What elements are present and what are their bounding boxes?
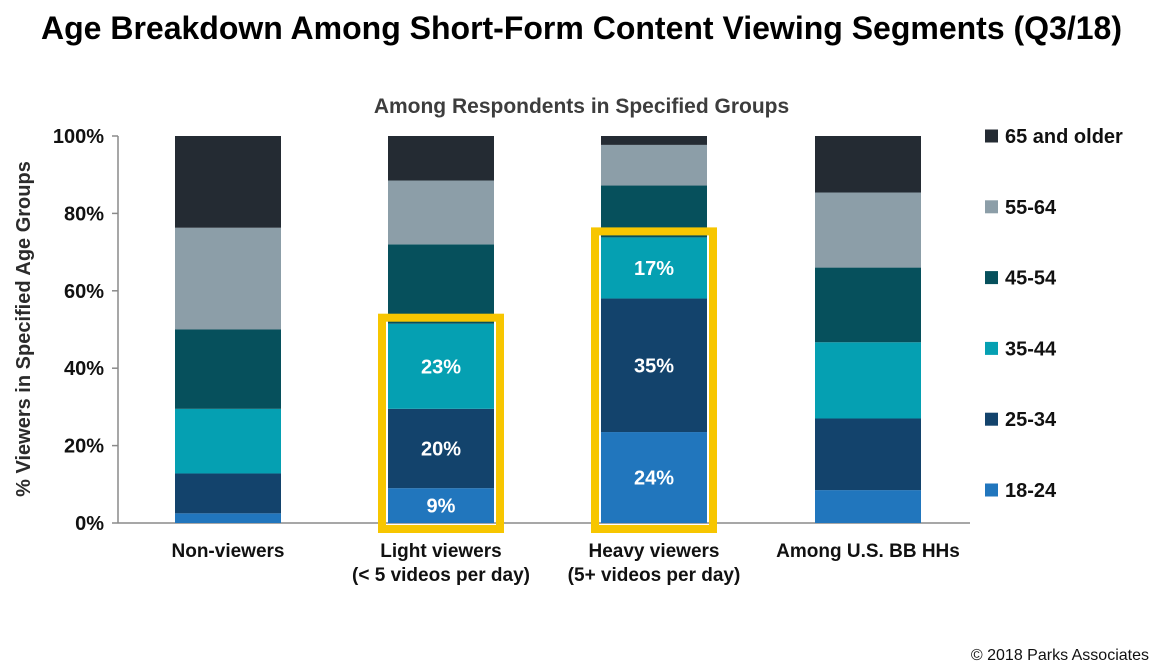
y-tick-label: 0% <box>75 513 104 535</box>
bar-segment <box>175 513 281 523</box>
bar-segment <box>388 488 494 523</box>
bar-segment <box>175 408 281 474</box>
category-label: (5+ videos per day) <box>568 565 741 586</box>
y-axis-label: % Viewers in Specified Age Groups <box>13 161 35 497</box>
y-tick-label: 60% <box>64 281 104 303</box>
bars <box>175 136 921 523</box>
y-tick-label: 100% <box>53 126 104 148</box>
highlight-box <box>378 313 504 533</box>
bar-segment <box>815 136 921 193</box>
bar-segment <box>601 298 707 433</box>
category-label: (< 5 videos per day) <box>352 565 530 586</box>
legend-swatch <box>985 341 998 355</box>
bar-segment <box>815 192 921 268</box>
legend-swatch <box>985 412 998 426</box>
y-tick-label: 20% <box>64 436 104 458</box>
bar-segment <box>388 408 494 489</box>
legend-label: 65 and older <box>1005 126 1123 148</box>
bar-segment <box>601 432 707 523</box>
chart-title: Age Breakdown Among Short-Form Content V… <box>41 10 1122 46</box>
legend: 65 and older 55-64 45-54 35-44 25-34 18-24 <box>985 126 1123 502</box>
legend-label: 25-34 <box>1005 409 1057 431</box>
legend-swatch <box>985 129 998 143</box>
bar-segment <box>815 418 921 491</box>
bar-segment <box>815 267 921 343</box>
bar-segment <box>601 136 707 145</box>
legend-label: 18-24 <box>1005 480 1057 502</box>
legend-label: 45-54 <box>1005 268 1057 290</box>
bar-segment <box>815 342 921 419</box>
category-labels: Non-viewers Light viewers (< 5 videos per … <box>172 541 960 586</box>
bar-segment <box>175 136 281 228</box>
bar-segment <box>601 237 707 299</box>
data-labels: 9% 20% 23% 24% 35% 17% <box>421 258 674 518</box>
bar-segment <box>175 329 281 409</box>
bar-segment <box>815 490 921 523</box>
highlight-boxes <box>378 227 717 533</box>
bar-segment <box>175 473 281 514</box>
legend-swatch <box>985 271 998 285</box>
bar-segment <box>388 180 494 245</box>
data-label: 9% <box>427 496 456 518</box>
category-label: Among U.S. BB HHs <box>776 541 960 562</box>
legend-swatch <box>985 483 998 497</box>
data-label: 24% <box>634 468 674 490</box>
category-label: Light viewers <box>380 541 501 562</box>
legend-label: 55-64 <box>1005 197 1057 219</box>
data-label: 23% <box>421 356 461 378</box>
legend-label: 35-44 <box>1005 338 1057 360</box>
y-tick-label: 80% <box>64 203 104 225</box>
bar-segment <box>601 144 707 186</box>
bar-segment <box>175 227 281 330</box>
bar-segment <box>388 136 494 181</box>
category-label: Heavy viewers <box>589 541 720 562</box>
y-tick-label: 40% <box>64 358 104 380</box>
category-label: Non-viewers <box>172 541 285 562</box>
copyright-notice: © 2018 Parks Associates <box>970 647 1149 664</box>
data-label: 35% <box>634 355 674 377</box>
highlight-box <box>591 227 717 533</box>
bar-segment <box>388 323 494 409</box>
axes: 0% 20% 40% 60% 80% 100% <box>53 126 970 535</box>
data-label: 20% <box>421 439 461 461</box>
legend-swatch <box>985 200 998 214</box>
data-label: 17% <box>634 258 674 280</box>
chart-subtitle: Among Respondents in Specified Groups <box>373 95 790 118</box>
bar-segment <box>388 244 494 324</box>
